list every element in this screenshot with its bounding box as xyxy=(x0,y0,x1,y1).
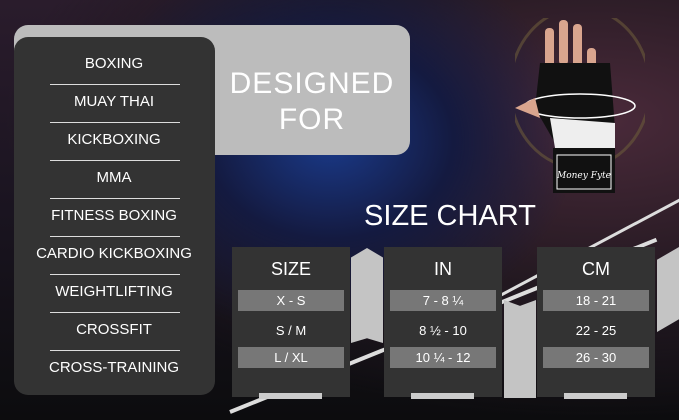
designed-line: DESIGNED xyxy=(229,67,395,100)
cm-column: CM 18 - 21 22 - 25 26 - 30 xyxy=(537,247,655,399)
column-footer-bar xyxy=(411,393,474,399)
cm-cell: 26 - 30 xyxy=(543,347,649,368)
decor-block xyxy=(657,247,679,332)
divider xyxy=(50,350,180,351)
divider xyxy=(50,84,180,85)
sport-item: MUAY THAI xyxy=(73,93,155,110)
sport-item: CROSS-TRAINING xyxy=(48,359,179,376)
cm-cell: 18 - 21 xyxy=(543,290,649,311)
inches-cell: 8 ½ - 10 xyxy=(419,323,467,338)
cm-cell: 22 - 25 xyxy=(575,323,617,338)
sport-item: BOXING xyxy=(84,55,144,72)
sport-item: MMA xyxy=(96,169,132,186)
column-header: CM xyxy=(582,259,610,279)
sport-item: FITNESS BOXING xyxy=(51,207,177,224)
divider xyxy=(50,236,180,237)
column-header: IN xyxy=(434,259,452,279)
decor-block xyxy=(504,300,536,398)
divider xyxy=(50,198,180,199)
designed-for-heading: DESIGNED FOR xyxy=(222,66,402,138)
decor-block xyxy=(351,248,383,343)
hand-wrap-glove-image: Money Fyte xyxy=(515,18,645,193)
divider xyxy=(50,312,180,313)
size-cell: L / XL xyxy=(238,347,344,368)
sport-item: KICKBOXING xyxy=(67,131,161,148)
sports-list-panel xyxy=(14,37,215,395)
sport-item: WEIGHTLIFTING xyxy=(55,283,173,300)
for-line: FOR xyxy=(278,103,346,136)
sport-item: CROSSFIT xyxy=(76,321,152,338)
svg-text:Money Fyte: Money Fyte xyxy=(556,171,611,181)
divider xyxy=(50,160,180,161)
inches-cell: 10 ¼ - 12 xyxy=(390,347,496,368)
inches-cell: 7 - 8 ¼ xyxy=(390,290,496,311)
size-column: SIZE X - S S / M L / XL xyxy=(232,247,350,399)
column-footer-bar xyxy=(564,393,627,399)
divider xyxy=(50,122,180,123)
divider xyxy=(50,274,180,275)
inches-column: IN 7 - 8 ¼ 8 ½ - 10 10 ¼ - 12 xyxy=(384,247,502,399)
size-cell: S / M xyxy=(275,323,307,338)
column-header: SIZE xyxy=(270,259,311,279)
sport-item: CARDIO KICKBOXING xyxy=(36,245,192,262)
size-cell: X - S xyxy=(238,290,344,311)
column-footer-bar xyxy=(259,393,322,399)
size-chart-title: SIZE CHART xyxy=(364,200,536,232)
